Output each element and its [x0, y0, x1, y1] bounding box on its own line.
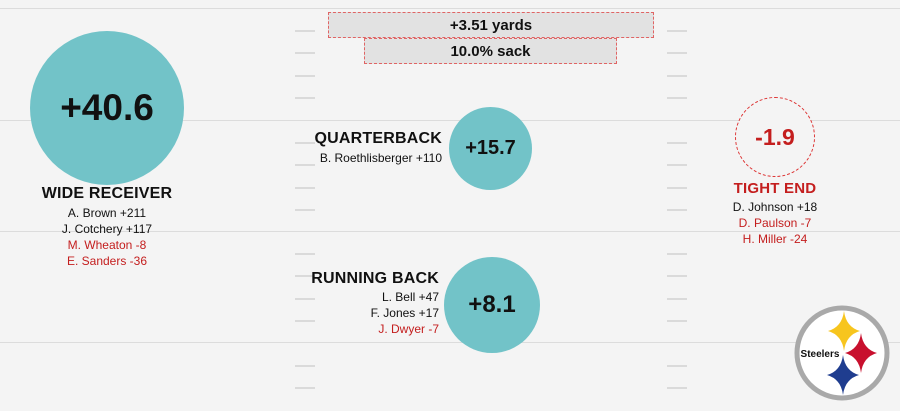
wide-receiver-player: A. Brown +211 — [67, 206, 147, 220]
yards-per-play-box: +3.51 yards — [328, 12, 654, 38]
steelers-logo-graphic: Steelers — [794, 305, 890, 401]
hash-mark — [667, 142, 687, 144]
hash-mark — [295, 320, 315, 322]
tight-end-title: TIGHT END — [733, 180, 817, 197]
hash-mark — [295, 275, 315, 277]
running-back-title: RUNNING BACK — [311, 270, 439, 287]
wide-receiver-player: M. Wheaton -8 — [67, 238, 147, 252]
hash-mark — [667, 275, 687, 277]
running-back-player: F. Jones +17 — [370, 306, 439, 320]
wide-receiver-bubble: +40.6 — [30, 31, 184, 185]
hash-mark — [667, 97, 687, 99]
yards-per-play-value: +3.51 yards — [449, 16, 533, 34]
hash-mark — [667, 164, 687, 166]
tight-end-bubble: -1.9 — [735, 97, 815, 177]
hash-mark — [295, 387, 315, 389]
hash-mark — [295, 97, 315, 99]
steelers-logo: Steelers — [794, 305, 890, 401]
quarterback-title: QUARTERBACK — [314, 130, 442, 147]
steelers-wordmark: Steelers — [801, 349, 840, 360]
wide-receiver-player: E. Sanders -36 — [66, 254, 148, 268]
hash-mark — [295, 164, 315, 166]
hash-mark — [295, 187, 315, 189]
hash-mark — [295, 30, 315, 32]
hash-mark — [667, 320, 687, 322]
tight-end-value: -1.9 — [755, 123, 795, 150]
wide-receiver-value: +40.6 — [60, 87, 154, 128]
red-star-icon — [845, 333, 877, 373]
tight-end-player: H. Miller -24 — [742, 232, 808, 246]
quarterback-value: +15.7 — [465, 137, 516, 159]
yard-line — [0, 342, 900, 343]
hash-mark — [667, 253, 687, 255]
hash-mark — [667, 75, 687, 77]
yellow-star-icon — [828, 311, 860, 351]
hash-mark — [295, 253, 315, 255]
running-back-player: L. Bell +47 — [381, 290, 439, 304]
wide-receiver-title: WIDE RECEIVER — [41, 185, 173, 202]
hash-mark — [667, 187, 687, 189]
hash-mark — [295, 142, 315, 144]
hash-mark — [667, 30, 687, 32]
hash-mark — [295, 52, 315, 54]
quarterback-bubble: +15.7 — [449, 107, 532, 190]
sack-rate-box: 10.0% sack — [364, 38, 617, 64]
hash-mark — [667, 387, 687, 389]
tight-end-player: D. Paulson -7 — [738, 216, 812, 230]
blue-star-icon — [827, 355, 859, 395]
yard-line — [0, 8, 900, 9]
hash-mark — [295, 209, 315, 211]
wide-receiver-player: J. Cotchery +117 — [61, 222, 153, 236]
running-back-player: J. Dwyer -7 — [378, 322, 439, 336]
quarterback-player: B. Roethlisberger +110 — [319, 151, 442, 165]
yard-line — [0, 120, 900, 121]
hash-mark — [295, 365, 315, 367]
running-back-value: +8.1 — [468, 291, 516, 318]
hash-mark — [295, 298, 315, 300]
tight-end-player: D. Johnson +18 — [732, 200, 818, 214]
hash-mark — [667, 52, 687, 54]
sack-rate-value: 10.0% sack — [450, 42, 531, 60]
hash-mark — [295, 75, 315, 77]
yard-line — [0, 231, 900, 232]
running-back-bubble: +8.1 — [444, 257, 540, 353]
hash-mark — [667, 365, 687, 367]
hash-mark — [667, 298, 687, 300]
hash-mark — [667, 209, 687, 211]
